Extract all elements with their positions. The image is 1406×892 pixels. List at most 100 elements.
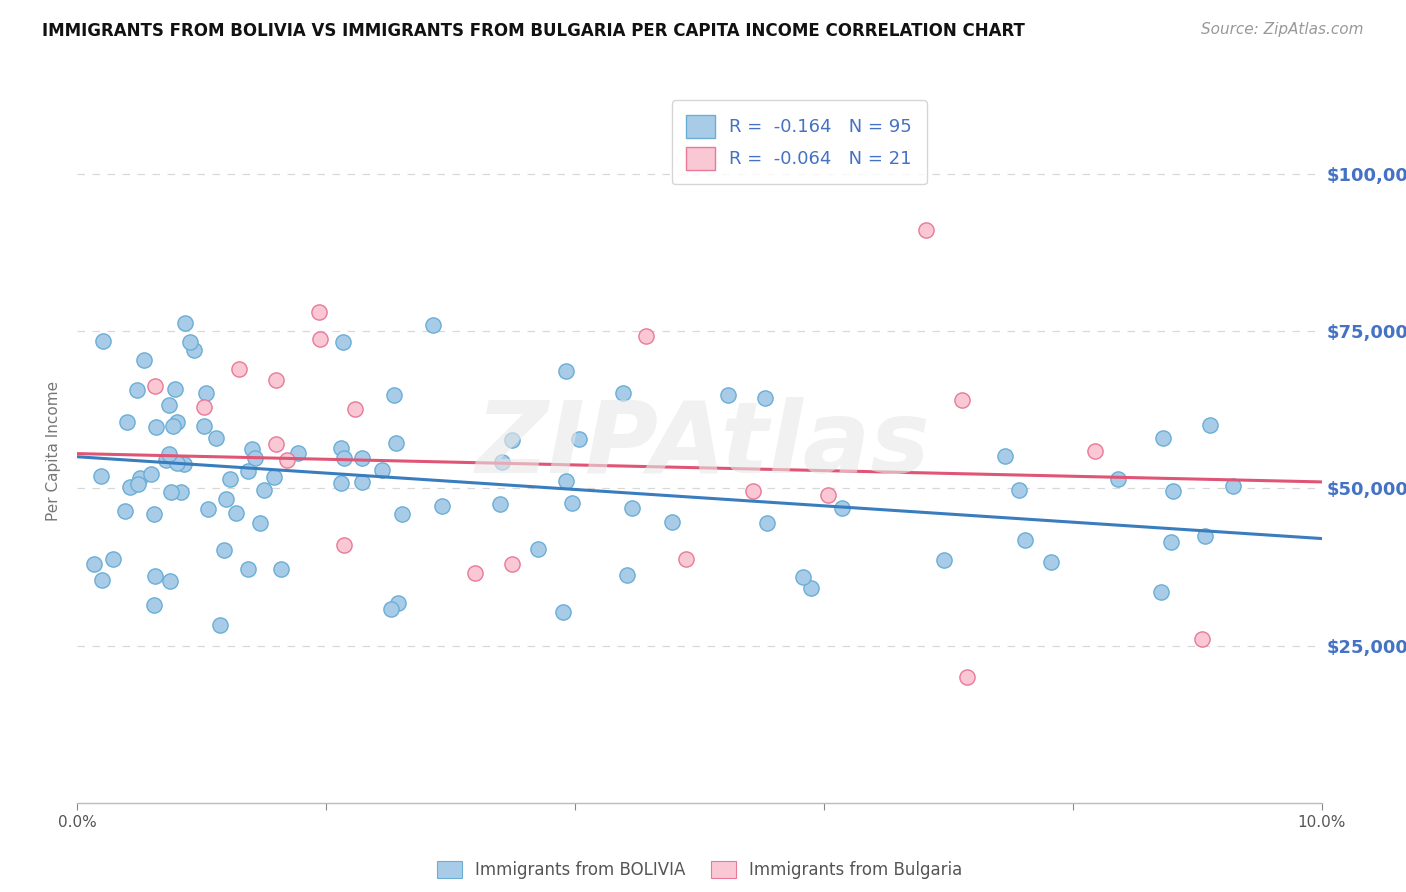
Point [934, 553, 956, 567]
Point [209, 617, 232, 632]
Point [141, 467, 163, 481]
Point [170, 484, 193, 499]
Legend: R =  -0.164   N = 95, R =  -0.064   N = 21: R = -0.164 N = 95, R = -0.064 N = 21 [672, 100, 927, 185]
Point [125, 383, 148, 397]
Point [253, 483, 276, 498]
Point [179, 334, 201, 349]
Point [1191, 632, 1213, 647]
Point [90, 469, 112, 483]
Point [1084, 443, 1107, 458]
Point [204, 431, 226, 445]
Point [218, 472, 240, 486]
Point [263, 469, 285, 483]
Point [228, 361, 250, 376]
Point [174, 317, 197, 331]
Point [238, 561, 260, 575]
Point [134, 353, 156, 368]
Point [145, 379, 167, 393]
Point [432, 500, 454, 514]
Point [129, 471, 152, 485]
Point [115, 415, 138, 429]
Point [488, 497, 510, 511]
Point [385, 436, 408, 450]
Point [1222, 479, 1244, 493]
Point [491, 455, 513, 469]
Point [817, 487, 839, 501]
Point [344, 401, 367, 416]
Point [1107, 472, 1129, 486]
Point [118, 480, 141, 494]
Point [1199, 418, 1222, 433]
Point [159, 574, 181, 588]
Point [83, 557, 105, 571]
Point [800, 581, 823, 595]
Point [212, 542, 235, 557]
Point [236, 464, 259, 478]
Point [568, 432, 591, 446]
Point [675, 552, 697, 566]
Point [501, 557, 523, 571]
Point [195, 385, 218, 400]
Point [1160, 535, 1182, 549]
Point [145, 420, 167, 434]
Point [165, 382, 187, 396]
Point [616, 567, 638, 582]
Point [1194, 529, 1216, 543]
Point [240, 442, 263, 457]
Point [371, 463, 394, 477]
Point [955, 670, 977, 684]
Point [661, 516, 683, 530]
Point [245, 450, 267, 465]
Point [1008, 483, 1031, 497]
Point [754, 392, 776, 406]
Point [193, 400, 215, 414]
Point [332, 450, 354, 465]
Point [157, 398, 180, 412]
Y-axis label: Per Capita Income: Per Capita Income [46, 380, 62, 521]
Point [308, 305, 330, 319]
Point [214, 491, 236, 506]
Point [332, 334, 354, 349]
Point [915, 223, 938, 237]
Point [143, 569, 166, 583]
Point [950, 393, 973, 408]
Point [551, 605, 574, 619]
Point [157, 447, 180, 461]
Point [792, 570, 814, 584]
Point [422, 318, 444, 332]
Point [387, 596, 409, 610]
Point [166, 415, 188, 429]
Point [464, 566, 486, 580]
Text: Source: ZipAtlas.com: Source: ZipAtlas.com [1201, 22, 1364, 37]
Point [101, 552, 124, 566]
Point [270, 562, 292, 576]
Point [1040, 555, 1063, 569]
Point [183, 343, 205, 358]
Point [143, 507, 166, 521]
Point [276, 453, 298, 467]
Point [741, 483, 763, 498]
Point [350, 450, 373, 465]
Point [193, 418, 215, 433]
Text: IMMIGRANTS FROM BOLIVIA VS IMMIGRANTS FROM BULGARIA PER CAPITA INCOME CORRELATIO: IMMIGRANTS FROM BOLIVIA VS IMMIGRANTS FR… [42, 22, 1025, 40]
Point [561, 495, 583, 509]
Point [1152, 431, 1174, 445]
Point [382, 388, 405, 402]
Point [114, 504, 136, 518]
Point [127, 476, 149, 491]
Point [142, 598, 165, 612]
Point [264, 373, 287, 387]
Point [380, 602, 402, 616]
Point [391, 508, 413, 522]
Point [350, 475, 373, 489]
Point [994, 449, 1017, 463]
Point [756, 516, 779, 530]
Point [527, 541, 550, 556]
Point [287, 445, 309, 459]
Point [612, 386, 634, 401]
Point [620, 500, 643, 515]
Point [197, 501, 219, 516]
Point [555, 364, 578, 378]
Point [249, 516, 271, 531]
Point [330, 441, 353, 455]
